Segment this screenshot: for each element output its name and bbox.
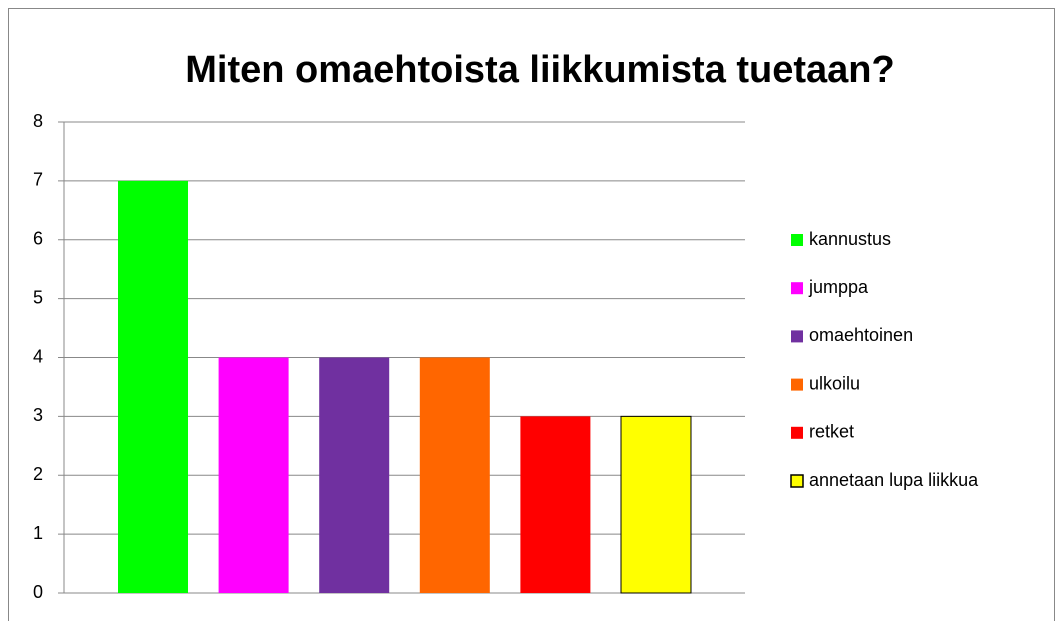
bar xyxy=(620,415,692,594)
legend-swatch xyxy=(791,234,803,246)
bar xyxy=(419,357,490,593)
legend-label: ulkoilu xyxy=(809,373,860,393)
y-tick-label: 8 xyxy=(33,111,43,131)
legend-swatch xyxy=(791,330,803,343)
y-tick-label: 5 xyxy=(33,287,43,307)
y-tick-label: 6 xyxy=(33,229,43,249)
y-tick-label: 3 xyxy=(33,405,43,425)
legend-label: jumppa xyxy=(808,277,869,297)
legend-swatch xyxy=(791,282,803,295)
y-tick-label: 4 xyxy=(33,346,43,366)
y-tick-label: 7 xyxy=(33,170,43,190)
bar xyxy=(520,416,591,593)
bar xyxy=(118,180,188,593)
legend-swatch xyxy=(790,474,804,488)
y-tick-label: 0 xyxy=(33,582,43,602)
bar xyxy=(218,357,289,593)
chart-title: Miten omaehtoista liikkumista tuetaan? xyxy=(185,49,894,91)
y-tick-label: 1 xyxy=(33,523,43,543)
legend-swatch xyxy=(791,378,803,391)
legend-label: annetaan lupa liikkua xyxy=(809,470,979,490)
legend-label: kannustus xyxy=(809,229,891,249)
legend-swatch xyxy=(791,426,803,439)
bar xyxy=(319,357,390,593)
legend-label: omaehtoinen xyxy=(809,325,913,345)
y-tick-label: 2 xyxy=(33,464,43,484)
legend-label: retket xyxy=(809,422,854,442)
